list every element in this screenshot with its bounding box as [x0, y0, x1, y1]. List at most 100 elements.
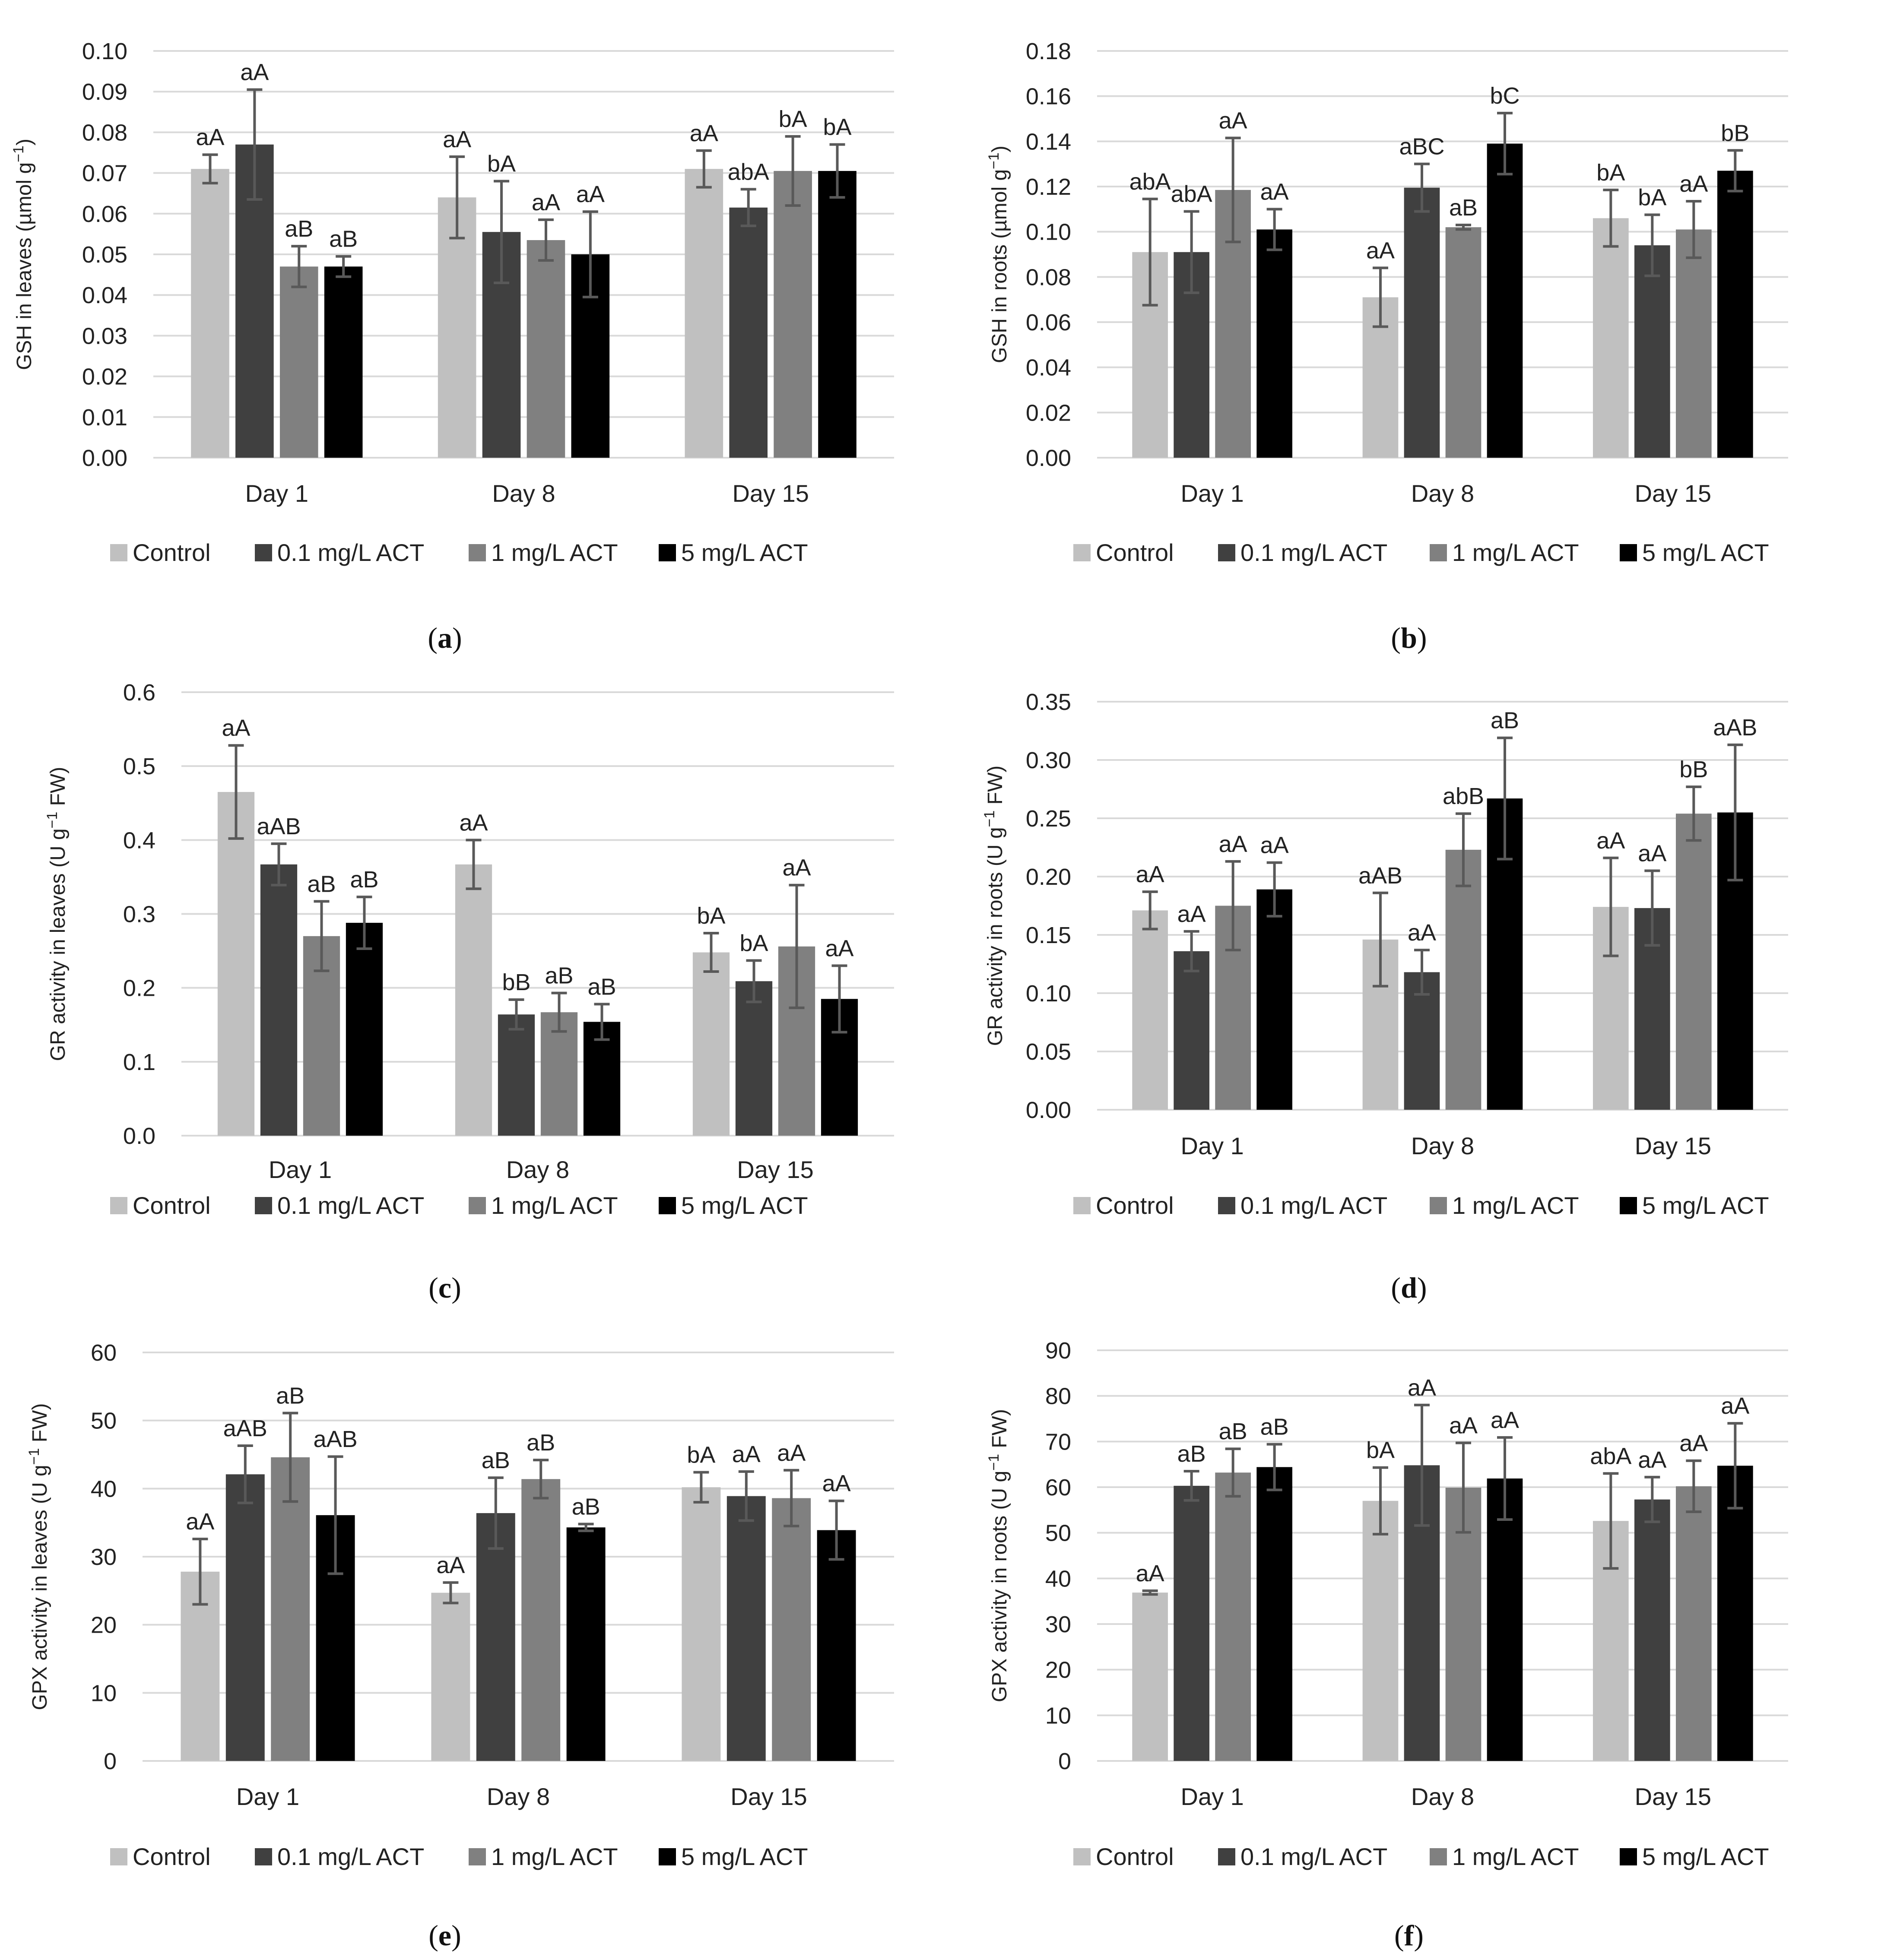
significance-label: aB: [1491, 708, 1519, 734]
significance-label: aA: [196, 124, 224, 150]
significance-label: aAB: [314, 1426, 358, 1452]
bar: [279, 266, 318, 458]
bar: [476, 1513, 515, 1761]
significance-label: aA: [240, 59, 269, 85]
panel-caption-part: a: [438, 621, 452, 654]
significance-label: abA: [1171, 181, 1212, 207]
chart-panel-b: 0.00 0.02 0.04 0.06 0.08 0.10 0.12 0.14 0.16 0.18…: [986, 38, 1788, 654]
significance-label: aA: [1596, 828, 1625, 854]
y-axis-label: GSH in leaves (µmol g−1): [10, 139, 36, 370]
panel-caption-part: (: [1391, 1271, 1401, 1304]
legend-swatch: [1218, 1848, 1235, 1865]
y-tick-label: 0.10: [82, 38, 127, 64]
significance-label: aB: [329, 226, 358, 252]
legend-label: 0.1 mg/L ACT: [277, 539, 424, 566]
y-axis-label-part: FW): [984, 766, 1007, 811]
bar: [729, 207, 768, 458]
legend-label: 5 mg/L ACT: [681, 539, 808, 566]
x-tick-label: Day 8: [1411, 480, 1474, 507]
y-tick-label: 0.14: [1026, 129, 1071, 155]
y-axis-label-part: FW): [988, 1409, 1011, 1454]
bar: [692, 952, 730, 1136]
significance-label: aA: [690, 120, 718, 146]
legend-label: 1 mg/L ACT: [491, 1843, 618, 1870]
legend-label: 0.1 mg/L ACT: [277, 1843, 424, 1870]
significance-label: aA: [1491, 1407, 1519, 1433]
bar: [1676, 814, 1712, 1110]
panel-caption-part: ): [1414, 1919, 1424, 1952]
bar: [1256, 1467, 1292, 1761]
significance-label: aA: [436, 1552, 465, 1578]
significance-label: aB: [587, 974, 616, 1000]
bar: [1445, 849, 1481, 1110]
y-tick-label: 0: [1058, 1748, 1071, 1774]
legend-label: 1 mg/L ACT: [491, 1192, 618, 1219]
legend-label: 1 mg/L ACT: [1452, 1192, 1579, 1219]
legend-swatch: [1620, 1848, 1637, 1865]
bar: [682, 1487, 721, 1761]
significance-label: aB: [572, 1494, 600, 1520]
y-axis-label-superscript: −1: [10, 146, 27, 162]
significance-label: bA: [1596, 160, 1625, 186]
y-axis-label-part: ): [13, 139, 36, 146]
chart-panel-f: 0 10 20 30 40 50 60 70 80 90 GPX activity in roots…: [986, 1338, 1788, 1952]
bar: [527, 240, 565, 458]
legend-swatch: [469, 544, 486, 561]
significance-label: aA: [782, 855, 811, 881]
significance-label: aA: [1136, 861, 1164, 887]
legend-label: Control: [133, 539, 211, 566]
significance-label: aAB: [223, 1415, 267, 1441]
bar: [1717, 171, 1753, 458]
bar: [817, 1530, 856, 1761]
significance-label: aB: [1177, 1441, 1206, 1467]
significance-label: aA: [1366, 237, 1395, 263]
legend-swatch: [255, 1197, 272, 1214]
y-tick-label: 50: [1045, 1520, 1071, 1546]
bar: [540, 1012, 578, 1136]
bar: [260, 864, 298, 1136]
y-tick-label: 0.10: [1026, 981, 1071, 1007]
y-tick-label: 0.4: [123, 827, 155, 853]
y-tick-label: 0.04: [1026, 355, 1071, 381]
bar: [774, 171, 812, 458]
y-axis-label: GR activity in roots (U g−1 FW): [981, 766, 1007, 1046]
panel-caption-part: (: [1394, 1919, 1404, 1952]
y-tick-label: 0.03: [82, 323, 127, 349]
significance-label: aB: [482, 1447, 510, 1473]
y-tick-label: 0.00: [82, 445, 127, 471]
bar: [1174, 951, 1209, 1110]
y-axis-label: GSH in roots (µmol g−1): [986, 146, 1011, 363]
x-tick-label: Day 15: [732, 480, 809, 507]
significance-label: aA: [1260, 179, 1289, 205]
y-axis-label-part: GR activity in leaves (U g: [47, 828, 70, 1061]
legend-label: 0.1 mg/L ACT: [1240, 1192, 1387, 1219]
bar: [685, 169, 723, 458]
bar: [346, 923, 383, 1136]
y-tick-label: 30: [1045, 1612, 1071, 1637]
legend-swatch: [110, 1197, 127, 1214]
y-tick-label: 0.08: [1026, 264, 1071, 290]
y-tick-label: 0.18: [1026, 38, 1071, 64]
x-tick-label: Day 8: [506, 1156, 569, 1183]
legend-swatch: [110, 544, 127, 561]
significance-label: aA: [825, 935, 853, 961]
legend-label: Control: [1096, 1192, 1174, 1219]
legend-swatch: [1620, 1197, 1637, 1214]
legend-swatch: [469, 1197, 486, 1214]
bar: [498, 1014, 535, 1136]
y-axis-label-superscript: −1: [986, 1454, 1002, 1471]
significance-label: aA: [822, 1471, 851, 1497]
significance-label: aA: [1449, 1413, 1478, 1439]
significance-label: aB: [350, 867, 378, 893]
bar: [1676, 1486, 1712, 1761]
significance-label: bB: [1721, 120, 1749, 146]
significance-label: abA: [728, 159, 769, 185]
significance-label: aA: [1136, 1561, 1164, 1586]
chart-panel-c: 0.0 0.1 0.2 0.3 0.4 0.5 0.6 GR activity in leav…: [44, 680, 894, 1304]
y-tick-label: 20: [91, 1612, 117, 1638]
legend-swatch: [255, 1848, 272, 1865]
y-tick-label: 0: [104, 1748, 117, 1774]
y-tick-label: 0.06: [1026, 310, 1071, 336]
significance-label: bB: [502, 969, 530, 995]
legend-swatch: [1430, 1197, 1447, 1214]
